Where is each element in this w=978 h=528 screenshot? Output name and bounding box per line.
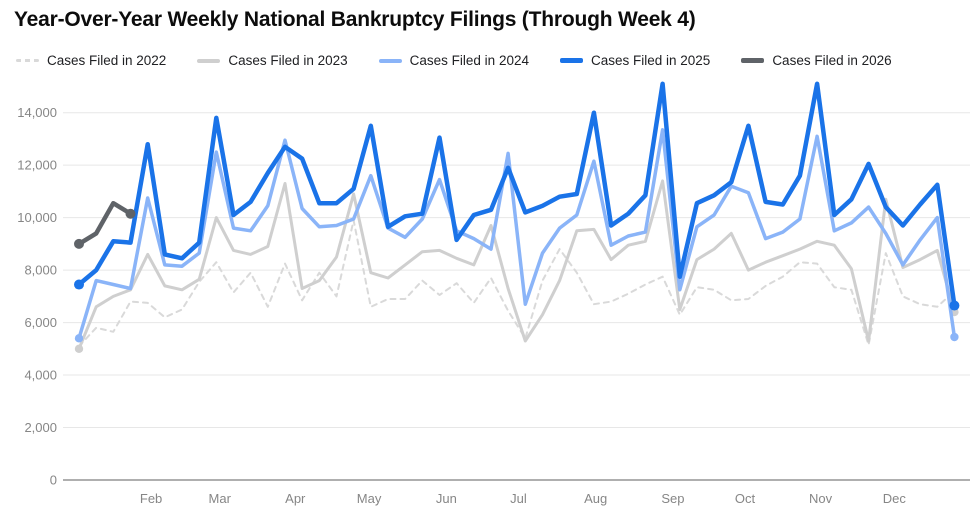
legend-item-2026[interactable]: Cases Filed in 2026 <box>741 53 892 68</box>
y-tick-8000: 8,000 <box>24 263 57 278</box>
legend-swatch-2023 <box>197 58 221 63</box>
legend-label-2024: Cases Filed in 2024 <box>409 53 529 68</box>
x-tick-sep: Sep <box>661 491 684 506</box>
y-tick-10000: 10,000 <box>17 210 57 225</box>
chart-title: Year-Over-Year Weekly National Bankruptc… <box>14 8 696 31</box>
y-tick-12000: 12,000 <box>17 158 57 173</box>
legend-swatch-2026 <box>741 58 765 63</box>
series-line-2024 <box>77 128 957 341</box>
legend-label-2022: Cases Filed in 2022 <box>47 53 167 68</box>
series-2023-start-dot <box>74 344 84 354</box>
legend-item-2024[interactable]: Cases Filed in 2024 <box>378 53 529 68</box>
series-line-2026 <box>76 200 133 247</box>
x-tick-nov: Nov <box>809 491 833 506</box>
series-2026-end-dot <box>125 208 136 219</box>
legend-item-2025[interactable]: Cases Filed in 2025 <box>559 53 711 68</box>
legend-label-2025: Cases Filed in 2025 <box>590 53 711 68</box>
legend-label-2026: Cases Filed in 2026 <box>772 53 892 68</box>
series-2026-start-dot <box>74 238 84 249</box>
series-line-2025 <box>76 81 957 308</box>
y-tick-14000: 14,000 <box>17 105 57 120</box>
x-tick-apr: Apr <box>285 491 306 506</box>
legend-item-2023[interactable]: Cases Filed in 2023 <box>197 53 348 68</box>
series-line-2022 <box>78 219 956 348</box>
series-2025-start-dot <box>74 279 84 290</box>
y-tick-4000: 4,000 <box>24 368 57 383</box>
x-tick-jul: Jul <box>510 491 527 506</box>
legend-label-2023: Cases Filed in 2023 <box>228 53 348 68</box>
legend-swatch-2024 <box>378 58 402 63</box>
x-tick-aug: Aug <box>584 491 607 506</box>
series-2024-end-dot <box>950 332 959 342</box>
y-tick-6000: 6,000 <box>24 315 57 330</box>
legend-item-2022[interactable]: Cases Filed in 2022 <box>16 53 166 68</box>
x-tick-may: May <box>357 491 382 506</box>
x-tick-dec: Dec <box>883 491 907 506</box>
series-2025-end-dot <box>949 300 960 311</box>
legend-swatch-2025 <box>559 58 583 63</box>
x-tick-feb: Feb <box>140 491 162 506</box>
y-tick-2000: 2,000 <box>24 420 57 435</box>
x-tick-mar: Mar <box>209 491 232 506</box>
legend: Cases Filed in 2022 Cases Filed in 2023 Ca… <box>16 53 892 68</box>
x-tick-jun: Jun <box>436 491 457 506</box>
series-line-2023 <box>77 179 956 351</box>
x-tick-oct: Oct <box>735 491 756 506</box>
series-2024-start-dot <box>74 334 84 343</box>
y-tick-0: 0 <box>50 473 57 488</box>
legend-swatch-2022 <box>16 59 39 62</box>
